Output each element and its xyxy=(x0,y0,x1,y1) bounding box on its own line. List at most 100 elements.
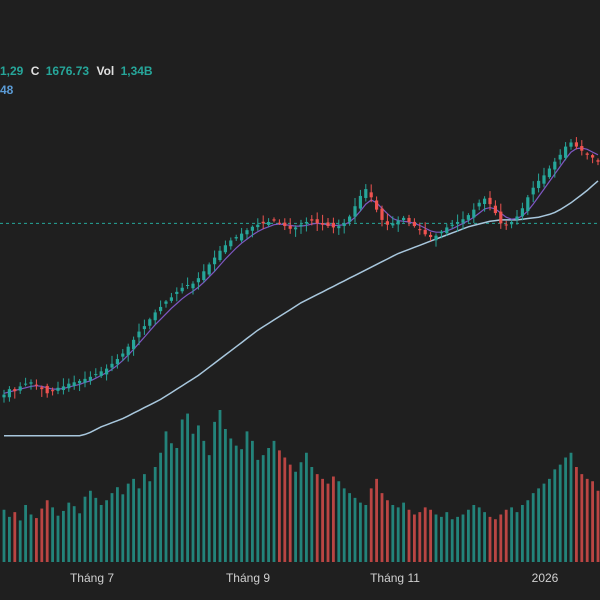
volume-bar xyxy=(445,512,449,562)
x-tick-label: Tháng 11 xyxy=(370,571,420,585)
volume-bar xyxy=(569,452,573,562)
volume-bar xyxy=(558,464,562,562)
volume-bar xyxy=(121,494,125,562)
candle-body xyxy=(591,155,595,158)
volume-bar xyxy=(170,443,173,562)
volume-bar xyxy=(380,493,384,562)
volume-bar xyxy=(396,507,400,562)
x-tick-label: Tháng 7 xyxy=(70,571,114,585)
volume-bar xyxy=(164,431,168,562)
volume-bar xyxy=(332,476,335,562)
candle-body xyxy=(277,222,281,224)
candle-body xyxy=(310,219,314,221)
candle-body xyxy=(596,160,600,162)
candle-body xyxy=(94,374,98,376)
candle-body xyxy=(2,394,6,398)
volume-bar xyxy=(51,507,54,562)
volume-bar xyxy=(391,505,395,562)
volume-bar xyxy=(126,483,130,562)
volume-bar xyxy=(440,516,443,562)
candles xyxy=(2,137,600,403)
candle-body xyxy=(299,224,303,227)
candle-body xyxy=(153,312,157,321)
candle-body xyxy=(115,359,119,365)
volume-bar xyxy=(18,520,22,562)
volume-bar xyxy=(413,514,416,562)
volume-bar xyxy=(521,505,524,562)
volume-bar xyxy=(537,488,540,562)
volume-bar xyxy=(94,497,98,562)
legend-vol-label: Vol xyxy=(96,64,115,78)
candle-body xyxy=(380,208,384,220)
volume-bar xyxy=(315,474,319,562)
volume-bar xyxy=(326,483,330,562)
candle-body xyxy=(385,221,389,225)
candle-body xyxy=(348,216,352,222)
x-tick-label: Tháng 9 xyxy=(226,571,270,585)
candle-body xyxy=(72,382,76,387)
candle-body xyxy=(434,235,438,241)
volume-bar xyxy=(461,514,465,562)
x-tick-label: 2026 xyxy=(532,571,559,585)
candle-body xyxy=(423,229,427,235)
volume-bar xyxy=(24,505,27,562)
candle-body xyxy=(61,386,65,391)
volume-bar xyxy=(467,509,470,562)
legend-close-value: 1676.73 xyxy=(45,64,90,78)
volume-bar xyxy=(218,410,222,562)
volume-bar xyxy=(62,510,65,562)
volume-bar xyxy=(229,438,233,562)
candle-body xyxy=(466,215,470,220)
volume-bar xyxy=(143,474,146,562)
volume-bar xyxy=(359,502,362,562)
candle-body xyxy=(88,376,92,381)
volume-bar xyxy=(488,516,492,562)
candle-body xyxy=(407,217,411,222)
candle-body xyxy=(321,223,325,225)
candle-body xyxy=(537,180,541,189)
volume-bar xyxy=(310,467,314,562)
candle-body xyxy=(353,206,357,217)
candle-body xyxy=(456,221,460,224)
candle-body xyxy=(29,382,33,384)
candle-body xyxy=(531,187,535,195)
volume-bar xyxy=(202,440,206,562)
candle-body xyxy=(142,326,146,330)
volume-bar xyxy=(472,505,476,562)
volume-bar xyxy=(267,448,270,562)
candle-body xyxy=(34,384,38,386)
candle-body xyxy=(569,142,573,147)
volume-bar xyxy=(402,502,405,562)
candle-body xyxy=(488,197,492,205)
volume-bar xyxy=(148,481,152,562)
candle-body xyxy=(45,385,49,394)
candle-body xyxy=(186,285,190,286)
volume-bar xyxy=(510,507,513,562)
x-axis: Tháng 7 Tháng 9 Tháng 11 2026 xyxy=(70,571,559,585)
volume-bar xyxy=(67,502,71,562)
volume-bar xyxy=(423,507,427,562)
candle-body xyxy=(234,237,238,239)
volume-bar xyxy=(13,512,17,562)
volume-bar xyxy=(8,516,11,562)
volume-bar xyxy=(456,516,459,562)
volume-bar xyxy=(477,507,481,562)
candle-body xyxy=(164,301,168,304)
volume-bar xyxy=(105,500,108,562)
volume-bar xyxy=(234,445,238,562)
volume-bars xyxy=(2,410,600,562)
volume-bar xyxy=(175,448,179,562)
volume-bar xyxy=(299,462,303,562)
candle-body xyxy=(526,197,530,212)
candle-body xyxy=(40,387,44,390)
volume-bar xyxy=(197,425,200,562)
legend-ma-value: 48 xyxy=(0,83,14,97)
candle-body xyxy=(450,224,454,226)
volume-bar xyxy=(353,497,357,562)
candle-body xyxy=(375,200,379,210)
volume-bar xyxy=(288,464,292,562)
volume-bar xyxy=(585,478,589,562)
volume-bar xyxy=(542,483,546,562)
